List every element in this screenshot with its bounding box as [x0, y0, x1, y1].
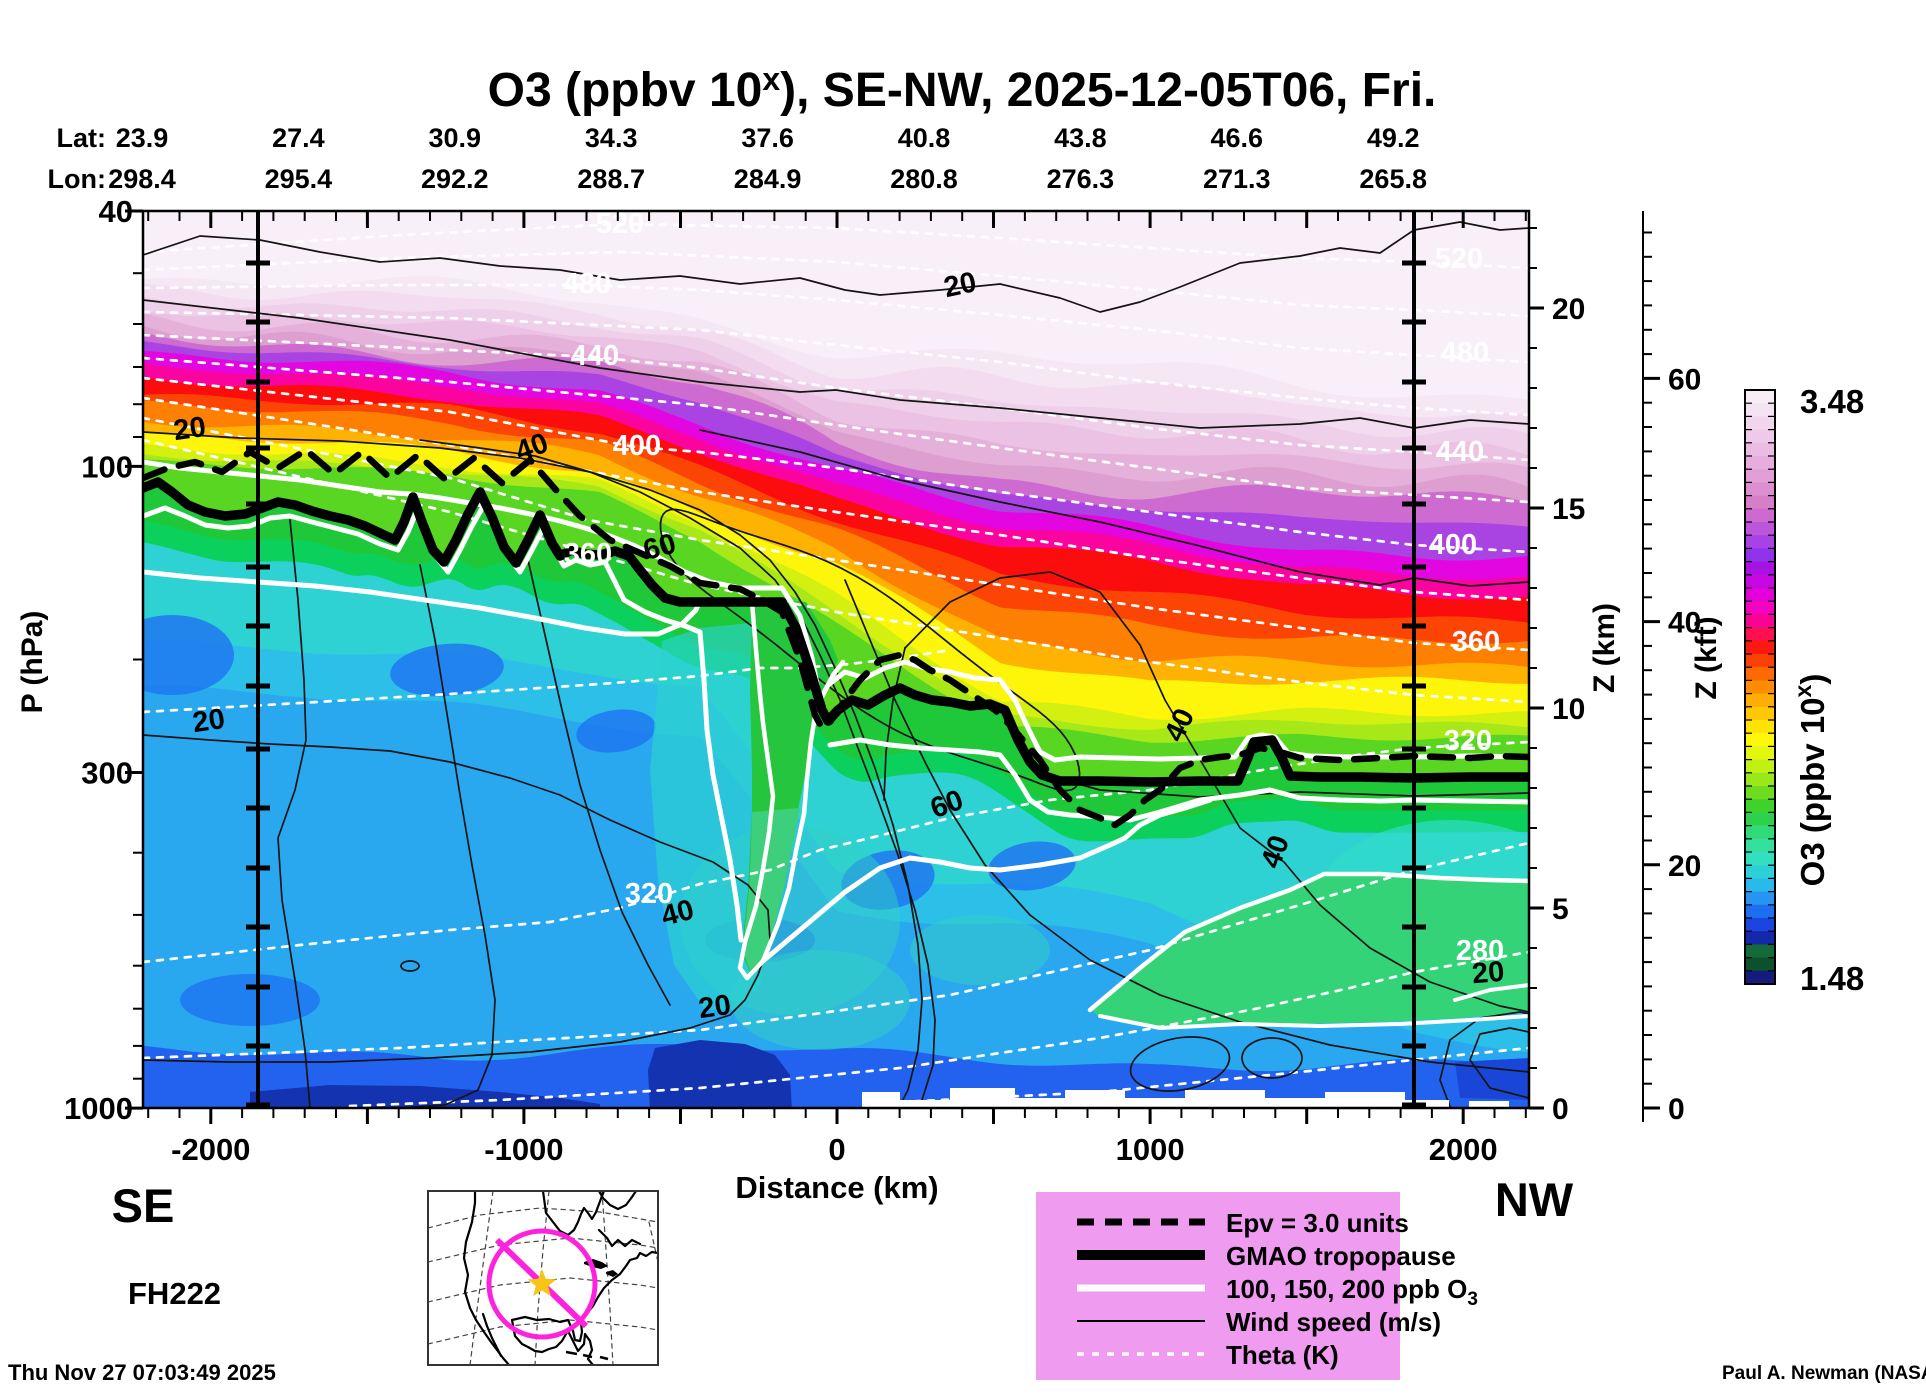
svg-text:400: 400	[1429, 529, 1477, 561]
svg-text:Wind speed (m/s): Wind speed (m/s)	[1226, 1307, 1441, 1337]
svg-text:FH222: FH222	[128, 1276, 221, 1311]
svg-text:40: 40	[1668, 607, 1701, 640]
svg-text:46.6: 46.6	[1211, 123, 1264, 153]
svg-text:0: 0	[828, 1132, 845, 1167]
svg-text:480: 480	[1441, 337, 1489, 369]
svg-text:Z (km): Z (km)	[1588, 603, 1621, 693]
svg-text:Thu Nov 27 07:03:49 2025: Thu Nov 27 07:03:49 2025	[8, 1360, 276, 1385]
svg-text:20: 20	[941, 266, 979, 304]
svg-text:2000: 2000	[1429, 1132, 1498, 1167]
svg-text:360: 360	[564, 538, 612, 570]
svg-text:1.48: 1.48	[1800, 960, 1864, 997]
svg-text:276.3: 276.3	[1047, 164, 1115, 194]
svg-text:440: 440	[571, 340, 619, 372]
svg-text:Z (kft): Z (kft)	[1690, 616, 1723, 699]
svg-text:320: 320	[625, 878, 673, 910]
svg-text:5: 5	[1552, 893, 1569, 926]
svg-text:37.6: 37.6	[741, 123, 794, 153]
svg-text:292.2: 292.2	[421, 164, 489, 194]
svg-text:-2000: -2000	[171, 1132, 250, 1167]
svg-text:SE: SE	[112, 1179, 175, 1232]
svg-text:Paul A. Newman (NASA: Paul A. Newman (NASA	[1722, 1363, 1926, 1384]
svg-text:284.9: 284.9	[734, 164, 802, 194]
svg-text:23.9: 23.9	[116, 123, 169, 153]
svg-text:20: 20	[1552, 293, 1585, 326]
svg-text:40.8: 40.8	[898, 123, 951, 153]
svg-text:10: 10	[1552, 693, 1585, 726]
svg-text:0: 0	[1552, 1093, 1569, 1126]
svg-text:271.3: 271.3	[1203, 164, 1271, 194]
svg-text:30.9: 30.9	[429, 123, 482, 153]
svg-text:Epv = 3.0 units: Epv = 3.0 units	[1226, 1208, 1409, 1238]
svg-text:480: 480	[563, 268, 611, 300]
svg-text:300: 300	[81, 756, 133, 791]
svg-text:O3 (ppbv 10x), SE-NW, 2025-12-: O3 (ppbv 10x), SE-NW, 2025-12-05T06, Fri…	[488, 61, 1437, 117]
svg-text:298.4: 298.4	[108, 164, 176, 194]
svg-text:Distance (km): Distance (km)	[735, 1170, 938, 1205]
svg-text:34.3: 34.3	[585, 123, 638, 153]
svg-text:NW: NW	[1495, 1173, 1574, 1226]
svg-text:-1000: -1000	[484, 1132, 563, 1167]
svg-text:265.8: 265.8	[1359, 164, 1427, 194]
svg-text:280: 280	[1456, 935, 1504, 967]
svg-text:15: 15	[1552, 493, 1585, 526]
svg-text:Lat:: Lat:	[57, 123, 107, 153]
svg-text:1000: 1000	[64, 1091, 133, 1126]
svg-text:27.4: 27.4	[272, 123, 325, 153]
svg-text:43.8: 43.8	[1054, 123, 1107, 153]
svg-text:O3 (ppbv 10x): O3 (ppbv 10x)	[1790, 674, 1831, 887]
svg-text:20: 20	[697, 989, 733, 1025]
svg-text:49.2: 49.2	[1367, 123, 1420, 153]
svg-text:0: 0	[1668, 1093, 1685, 1126]
svg-text:400: 400	[613, 430, 661, 462]
svg-text:288.7: 288.7	[577, 164, 645, 194]
svg-text:320: 320	[1444, 725, 1492, 757]
svg-text:20: 20	[191, 703, 227, 739]
svg-text:60: 60	[1668, 363, 1701, 396]
svg-text:520: 520	[596, 208, 644, 240]
svg-text:20: 20	[1471, 956, 1506, 991]
svg-text:20: 20	[1668, 850, 1701, 883]
svg-text:20: 20	[172, 411, 208, 447]
svg-text:100: 100	[81, 449, 133, 484]
svg-text:3.48: 3.48	[1800, 383, 1864, 420]
svg-text:1000: 1000	[1116, 1132, 1185, 1167]
svg-text:520: 520	[1435, 243, 1483, 275]
svg-text:440: 440	[1436, 436, 1484, 468]
svg-text:Lon:: Lon:	[48, 164, 106, 194]
svg-text:295.4: 295.4	[265, 164, 333, 194]
svg-text:280.8: 280.8	[890, 164, 958, 194]
svg-text:P (hPa): P (hPa)	[16, 611, 49, 714]
svg-text:40: 40	[99, 194, 133, 229]
svg-text:GMAO tropopause: GMAO tropopause	[1226, 1241, 1456, 1271]
svg-text:360: 360	[1452, 626, 1500, 658]
svg-text:Theta (K): Theta (K)	[1226, 1340, 1339, 1370]
